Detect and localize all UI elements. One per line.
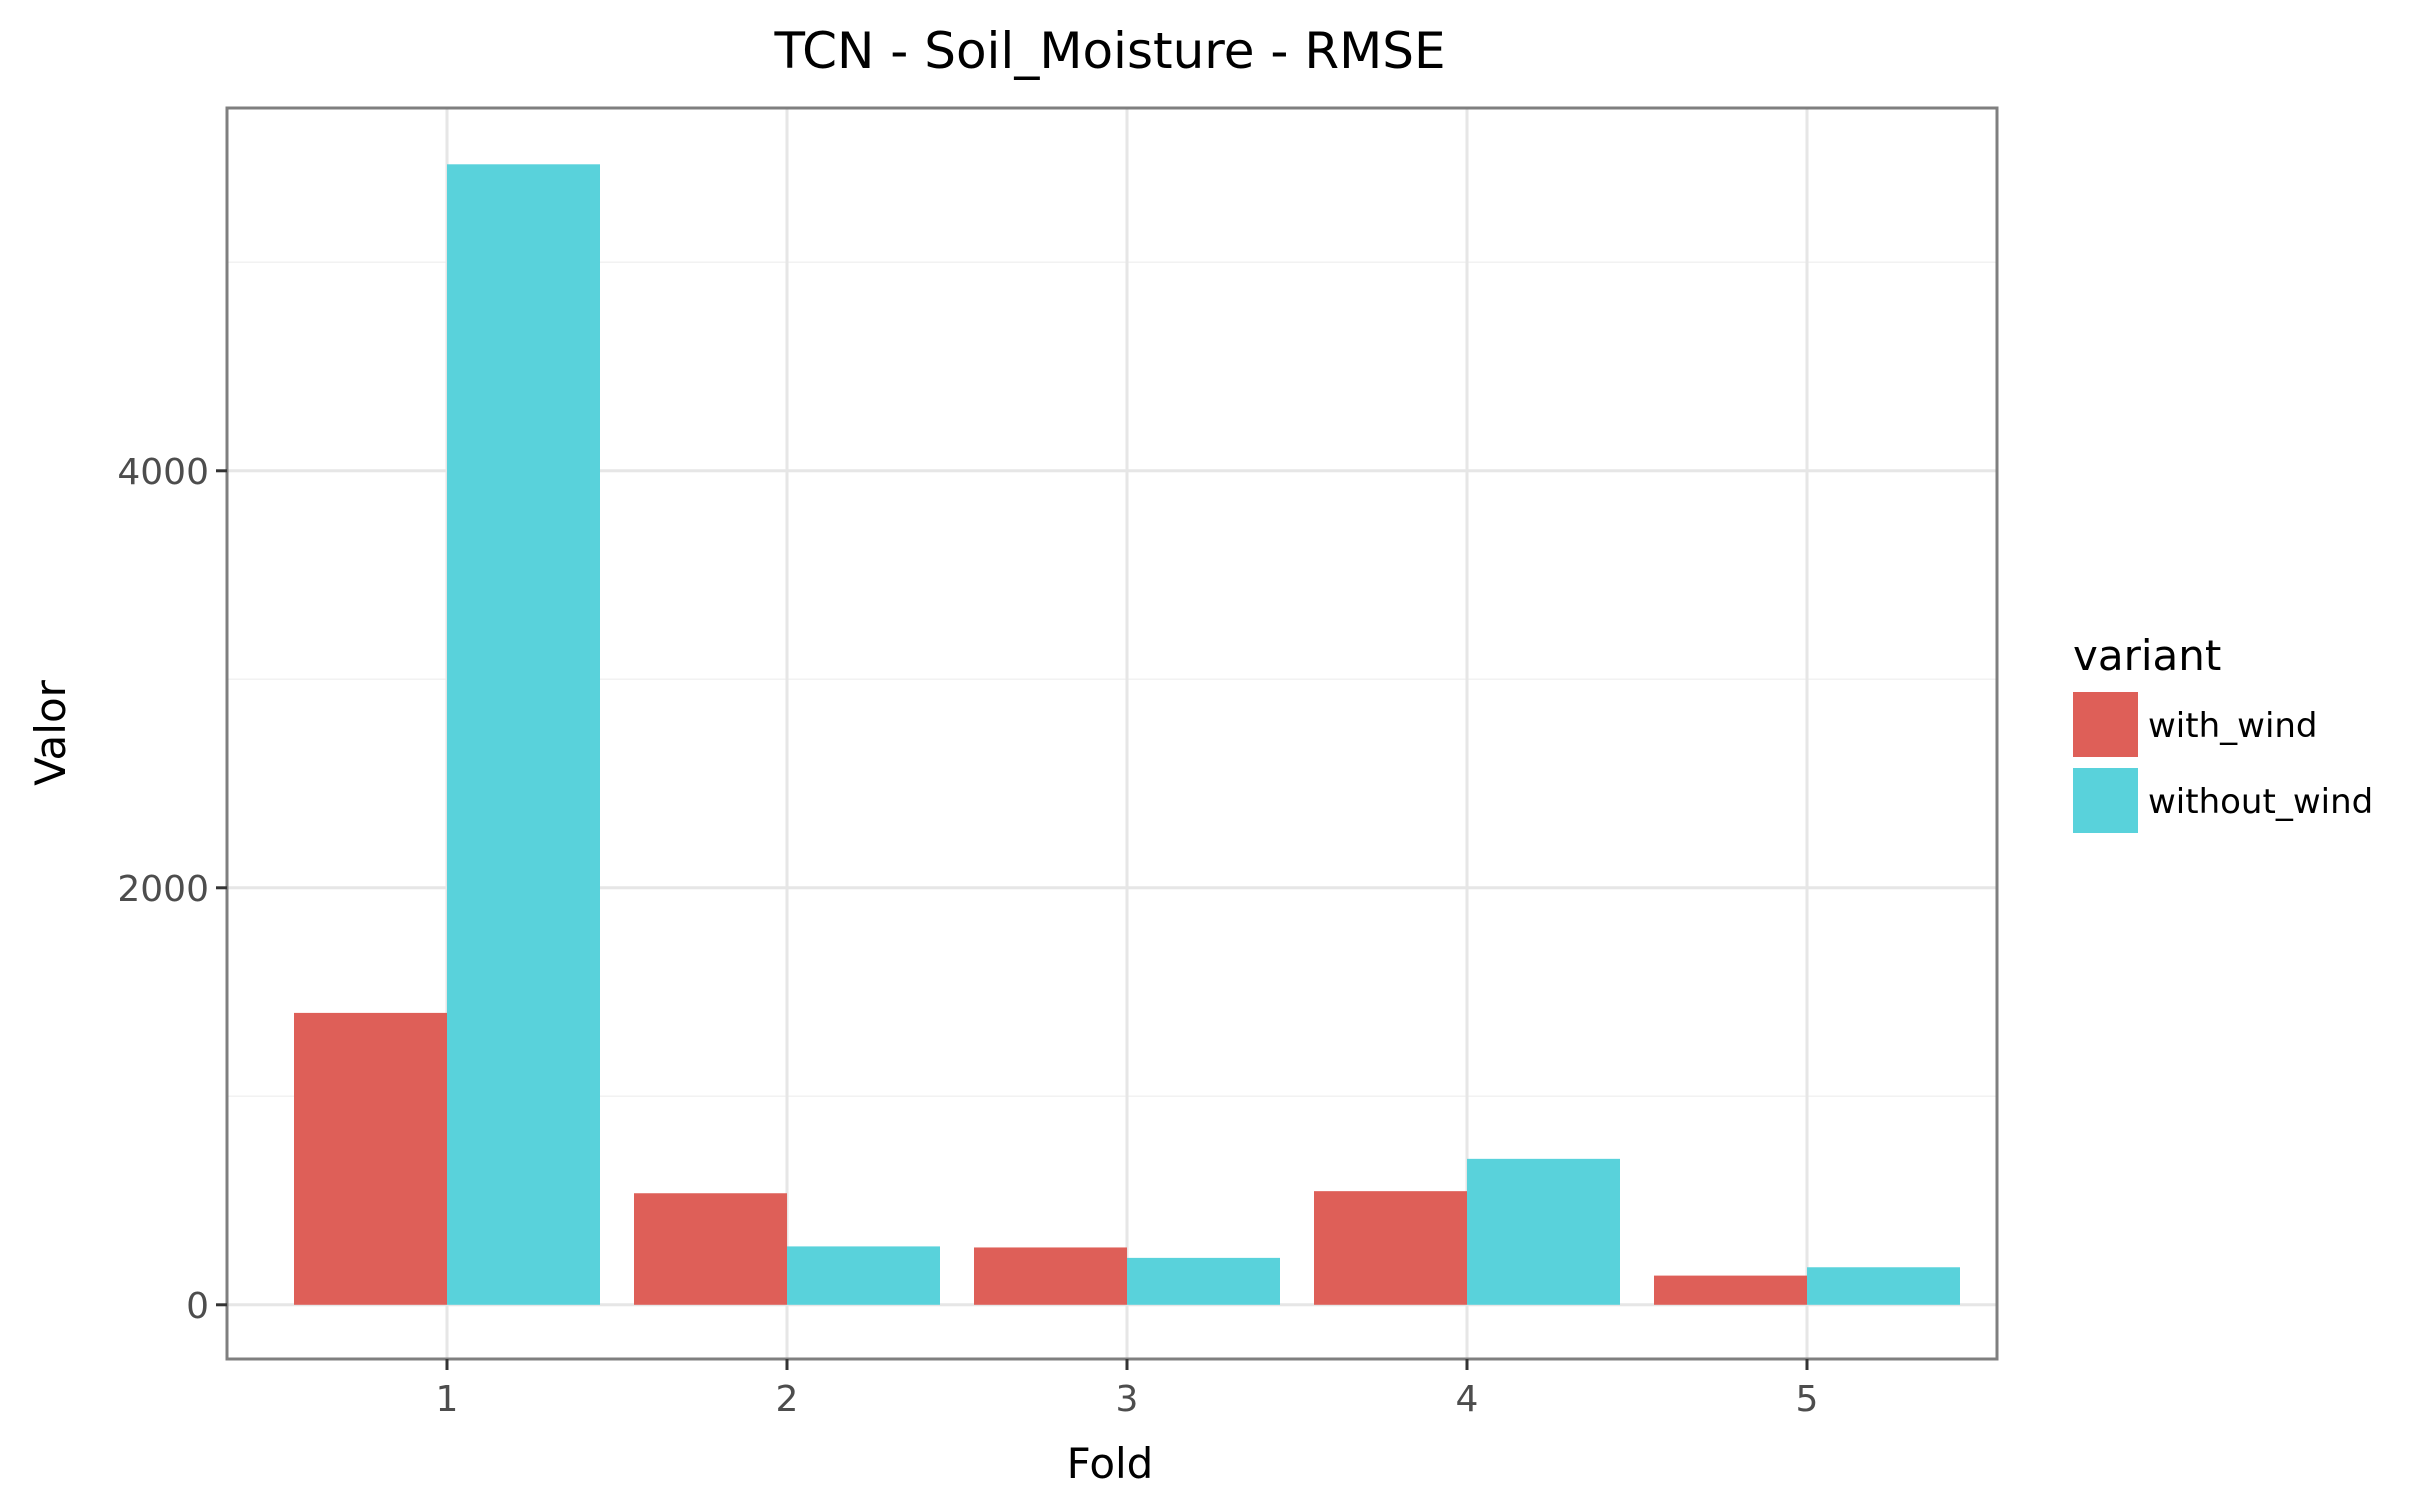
y-axis-title: Valor (26, 679, 75, 786)
bar-without_wind-fold-4 (1467, 1158, 1620, 1305)
bars (294, 164, 1960, 1305)
x-tick-label: 1 (436, 1379, 459, 1420)
bar-with_wind-fold-4 (1314, 1191, 1467, 1305)
chart-title: TCN - Soil_Moisture - RMSE (773, 22, 1445, 80)
bar-without_wind-fold-3 (1127, 1257, 1280, 1305)
y-tick-label: 0 (186, 1286, 209, 1327)
plot-border (225, 106, 1999, 1361)
x-tick-label: 4 (1456, 1379, 1479, 1420)
bar-with_wind-fold-3 (974, 1247, 1127, 1305)
bar-with_wind-fold-5 (1654, 1275, 1807, 1305)
legend-title: variant (2073, 631, 2221, 680)
y-axis: 0 2000 4000 (117, 452, 227, 1327)
legend: variant with_wind without_wind (2073, 631, 2373, 833)
x-tick-label: 5 (1796, 1379, 1819, 1420)
x-axis-title: Fold (1067, 1439, 1154, 1488)
bar-with_wind-fold-2 (634, 1193, 787, 1305)
legend-key-with_wind (2073, 692, 2138, 757)
x-tick-label: 3 (1116, 1379, 1139, 1420)
bar-without_wind-fold-1 (447, 164, 600, 1305)
bar-without_wind-fold-2 (787, 1246, 940, 1305)
y-tick-label: 4000 (117, 452, 209, 493)
legend-label-without_wind: without_wind (2148, 782, 2373, 822)
x-tick-label: 2 (776, 1379, 799, 1420)
y-tick-label: 2000 (117, 869, 209, 910)
legend-key-without_wind (2073, 768, 2138, 833)
x-axis: 1 2 3 4 5 (436, 1359, 1819, 1420)
bar-without_wind-fold-5 (1807, 1267, 1960, 1305)
bar-with_wind-fold-1 (294, 1012, 447, 1305)
legend-label-with_wind: with_wind (2148, 706, 2318, 746)
